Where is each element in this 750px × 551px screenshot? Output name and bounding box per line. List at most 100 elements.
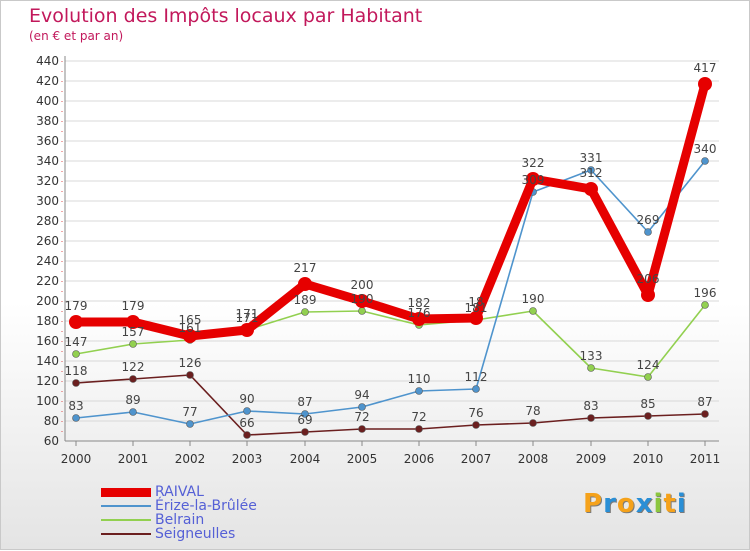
- data-label: 157: [122, 325, 145, 339]
- data-label: 87: [697, 395, 712, 409]
- data-label: 181: [465, 301, 488, 315]
- legend-label: RAIVAL: [155, 484, 204, 500]
- data-label: 171: [236, 307, 259, 321]
- legend-swatch: [101, 533, 151, 535]
- data-label: 118: [65, 364, 88, 378]
- y-tick-label: 280: [36, 214, 59, 228]
- logo-letter: i: [676, 489, 687, 519]
- logo-letter: P: [583, 489, 604, 519]
- data-point: [358, 403, 366, 411]
- data-label: 161: [179, 321, 202, 335]
- data-label: 196: [694, 286, 717, 300]
- data-point: [701, 410, 709, 418]
- data-label: 165: [179, 313, 202, 327]
- series-line-2: [75, 304, 706, 378]
- y-tick-label: 140: [36, 354, 59, 368]
- data-point: [698, 77, 712, 91]
- proxiti-logo: Proxiti: [583, 489, 687, 519]
- x-tick-label: 2003: [232, 452, 263, 466]
- data-label: 85: [640, 397, 655, 411]
- y-tick-label: 420: [36, 74, 59, 88]
- data-point: [243, 431, 251, 439]
- data-label: 89: [125, 393, 140, 407]
- data-label: 182: [408, 296, 431, 310]
- data-point: [587, 364, 595, 372]
- data-point: [415, 387, 423, 395]
- legend-swatch: [101, 488, 151, 497]
- data-point: [355, 294, 369, 308]
- data-point: [701, 301, 709, 309]
- data-point: [69, 315, 83, 329]
- data-label: 206: [637, 272, 660, 286]
- data-point: [126, 315, 140, 329]
- y-tick-label: 160: [36, 334, 59, 348]
- data-point: [584, 182, 598, 196]
- data-label: 309: [522, 173, 545, 187]
- data-point: [358, 307, 366, 315]
- data-label: 18: [468, 295, 483, 309]
- x-tick-label: 2000: [61, 452, 92, 466]
- y-tick-label: 260: [36, 234, 59, 248]
- y-tick-label: 320: [36, 174, 59, 188]
- data-point: [469, 311, 483, 325]
- x-tick-label: 2010: [633, 452, 664, 466]
- data-point: [129, 408, 137, 416]
- data-point: [701, 157, 709, 165]
- data-point: [641, 288, 655, 302]
- data-label: 331: [580, 151, 603, 165]
- data-label: 66: [239, 416, 254, 430]
- legend-label: Belrain: [155, 512, 205, 528]
- data-label: 110: [408, 372, 431, 386]
- data-label: 126: [179, 356, 202, 370]
- x-tick-label: 2011: [690, 452, 721, 466]
- data-label: 78: [525, 404, 540, 418]
- data-label: 77: [182, 405, 197, 419]
- data-label: 179: [122, 299, 145, 313]
- data-point: [183, 329, 197, 343]
- data-label: 269: [637, 213, 660, 227]
- data-point: [298, 277, 312, 291]
- data-point: [129, 375, 137, 383]
- data-label: 189: [294, 293, 317, 307]
- data-point: [644, 373, 652, 381]
- data-point: [301, 410, 309, 418]
- data-point: [587, 166, 595, 174]
- data-label: 87: [297, 395, 312, 409]
- data-label: 83: [583, 399, 598, 413]
- y-tick-label: 380: [36, 114, 59, 128]
- y-tick-label: 180: [36, 314, 59, 328]
- data-label: 322: [522, 156, 545, 170]
- data-label: 200: [351, 278, 374, 292]
- x-tick-label: 2002: [175, 452, 206, 466]
- data-label: 94: [354, 388, 369, 402]
- data-point: [186, 420, 194, 428]
- chart-title: Evolution des Impôts locaux par Habitant: [29, 5, 423, 27]
- data-label: 72: [411, 410, 426, 424]
- y-tick-label: 240: [36, 254, 59, 268]
- x-tick-label: 2009: [576, 452, 607, 466]
- data-label: 90: [239, 392, 254, 406]
- chart-subtitle: (en € et par an): [29, 29, 124, 43]
- data-point: [472, 421, 480, 429]
- logo-letter: o: [616, 489, 636, 519]
- legend-swatch: [101, 505, 151, 507]
- y-tick-label: 60: [44, 434, 59, 448]
- x-tick-label: 2008: [518, 452, 549, 466]
- data-label: 340: [694, 142, 717, 156]
- data-label: 171: [236, 311, 259, 325]
- data-label: 133: [580, 349, 603, 363]
- data-point: [529, 307, 537, 315]
- legend-swatch: [101, 519, 151, 521]
- data-point: [644, 412, 652, 420]
- data-point: [415, 425, 423, 433]
- series-line-1: [75, 160, 706, 425]
- logo-letter: r: [603, 489, 617, 519]
- data-point: [243, 407, 251, 415]
- logo-letter: t: [663, 489, 677, 519]
- series-line-3: [75, 374, 706, 436]
- data-label: 190: [522, 292, 545, 306]
- logo-letter: i: [653, 489, 664, 519]
- data-point: [240, 323, 254, 337]
